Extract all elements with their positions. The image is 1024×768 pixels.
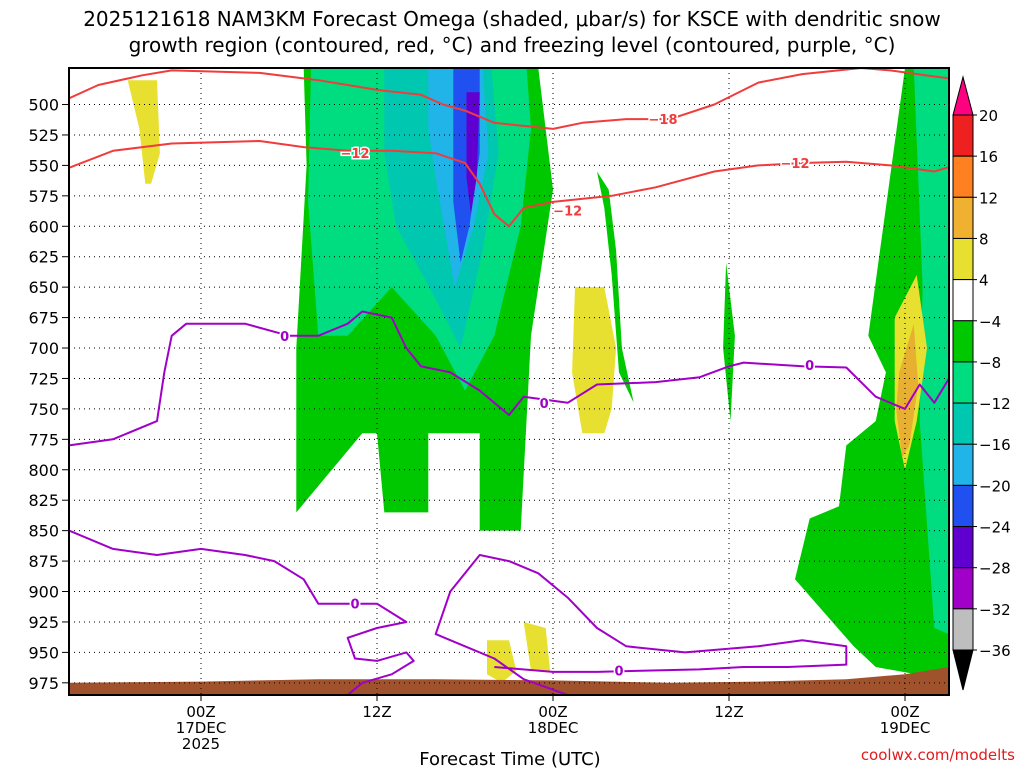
y-tick-label-775: 775 (28, 430, 59, 449)
x-tick-label-36-0: 12Z (714, 703, 743, 721)
x-tick-label-24-1: 18DEC (528, 719, 579, 737)
y-tick-label-975: 975 (28, 674, 59, 693)
omega-fill-7 (723, 262, 735, 422)
chart-title-line-1: 2025121618 NAM3KM Forecast Omega (shaded… (83, 7, 941, 31)
colorbar: 20 16 12 8 4 −4 −8 −12 −16 −20 −24 −28 −32 −36 (952, 75, 1011, 691)
omega-positive-fill-0 (127, 80, 160, 184)
omega-fill-6 (597, 171, 634, 403)
y-tick-label-825: 825 (28, 491, 59, 510)
y-tick-label-600: 600 (28, 217, 59, 236)
terrain-fill (69, 667, 949, 695)
y-tick-label-725: 725 (28, 369, 59, 388)
plot-frame (68, 67, 950, 696)
y-tick-label-700: 700 (28, 339, 59, 358)
y-tick-label-650: 650 (28, 278, 59, 297)
x-tick-label-48-1: 19DEC (880, 719, 931, 737)
omega-positive-fill-3 (896, 323, 919, 458)
colorbar-arrow-bottom (952, 649, 974, 691)
credit-text: coolwx.com/modelts (861, 746, 1015, 764)
colorbar-segment-3 (952, 237, 974, 281)
y-tick-label-875: 875 (28, 552, 59, 571)
colorbar-segment-0 (952, 114, 974, 157)
dgz-contour-1 (69, 68, 949, 130)
y-tick-label-575: 575 (28, 187, 59, 206)
colorbar-label-6: −8 (979, 354, 1001, 372)
y-tick-label-675: 675 (28, 309, 59, 328)
dgz-contour-0 (69, 140, 949, 228)
contour-label-1: −12 (553, 204, 582, 219)
freezing-contour-1 (69, 529, 415, 695)
contour-label-0: −12 (341, 147, 370, 162)
x-tick-label-0-1: 17DEC (176, 719, 227, 737)
colorbar-segment-7 (952, 402, 974, 445)
colorbar-label-2: 12 (979, 189, 998, 207)
colorbar-arrow-top (952, 75, 974, 116)
contour-lines (69, 68, 949, 695)
colorbar-label-12: −32 (979, 601, 1011, 619)
colorbar-label-13: −36 (979, 642, 1011, 660)
omega-positive-fill-1 (572, 287, 617, 434)
colorbar-segment-4 (952, 279, 974, 322)
omega-positive-fill-5 (523, 622, 551, 671)
x-tick-label-0-0: 00Z (186, 703, 215, 721)
contour-label-3: −12 (781, 157, 810, 172)
omega-positive-fill-4 (487, 640, 517, 683)
contour-label-8: 0 (614, 665, 623, 680)
colorbar-label-7: −12 (979, 395, 1011, 413)
freezing-contour-2 (434, 554, 848, 695)
contour-label-2: −18 (649, 113, 678, 128)
omega-fill-5 (466, 92, 480, 215)
freezing-contour-0 (69, 310, 949, 447)
x-tick-label-0-2: 2025 (182, 735, 220, 753)
colorbar-label-5: −4 (979, 313, 1001, 331)
colorbar-label-10: −24 (979, 519, 1011, 537)
contour-label-7: 0 (350, 598, 359, 613)
contour-label-6: 0 (805, 359, 814, 374)
colorbar-segment-10 (952, 526, 974, 569)
colorbar-segment-1 (952, 155, 974, 198)
x-tick-label-48-0: 00Z (890, 703, 919, 721)
y-tick-label-525: 525 (28, 126, 59, 145)
colorbar-label-1: 16 (979, 148, 998, 166)
x-tick-label-12-0: 12Z (362, 703, 391, 721)
colorbar-label-11: −28 (979, 560, 1011, 578)
omega-fill-8 (795, 68, 949, 681)
colorbar-label-3: 8 (979, 230, 989, 248)
colorbar-label-9: −20 (979, 477, 1011, 495)
colorbar-label-8: −16 (979, 436, 1011, 454)
colorbar-segment-12 (952, 608, 974, 651)
y-tick-label-500: 500 (28, 96, 59, 115)
colorbar-segment-9 (952, 484, 974, 528)
y-tick-label-750: 750 (28, 400, 59, 419)
colorbar-segment-8 (952, 443, 974, 486)
colorbar-segment-11 (952, 567, 974, 610)
y-tick-label-625: 625 (28, 248, 59, 267)
contour-label-5: 0 (540, 397, 549, 412)
colorbar-segment-2 (952, 196, 974, 239)
contour-labels: −12 −12 −18 −12 0 0 0 0 0 (279, 112, 816, 682)
y-axis-ticks: 500 525 550 575 600 625 650 675 700 725 750 775 800 8… (28, 96, 69, 693)
colorbar-label-0: 20 (979, 107, 998, 125)
omega-fill-9 (913, 68, 949, 635)
y-tick-label-800: 800 (28, 461, 59, 480)
y-tick-label-925: 925 (28, 613, 59, 632)
contour-label-4: 0 (280, 330, 289, 345)
colorbar-segment-6 (952, 361, 974, 404)
x-tick-label-24-0: 00Z (538, 703, 567, 721)
y-tick-label-950: 950 (28, 643, 59, 662)
y-tick-label-850: 850 (28, 522, 59, 541)
colorbar-label-4: 4 (979, 272, 989, 290)
chart-title-line-2: growth region (contoured, red, °C) and f… (129, 33, 896, 57)
x-axis-label: Forecast Time (UTC) (419, 749, 600, 768)
plot-area (69, 68, 949, 695)
colorbar-segment-5 (952, 320, 974, 363)
y-tick-label-550: 550 (28, 156, 59, 175)
y-tick-label-900: 900 (28, 583, 59, 602)
